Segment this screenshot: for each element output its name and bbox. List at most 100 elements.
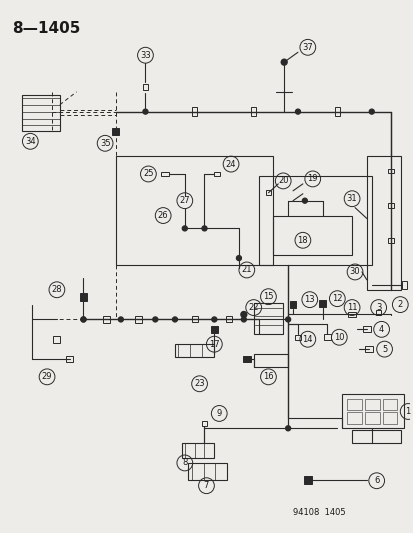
- Bar: [253, 354, 287, 367]
- Bar: [387, 238, 394, 243]
- Circle shape: [295, 109, 300, 114]
- Bar: [382, 399, 396, 410]
- Text: 14: 14: [302, 335, 312, 344]
- Bar: [364, 346, 372, 352]
- Bar: [387, 203, 394, 208]
- Bar: [210, 326, 217, 333]
- Text: 11: 11: [346, 303, 356, 312]
- Text: 15: 15: [263, 292, 273, 301]
- Text: 7: 7: [203, 481, 209, 490]
- Circle shape: [240, 311, 246, 318]
- Text: 16: 16: [263, 373, 273, 381]
- Bar: [142, 84, 148, 90]
- Bar: [242, 356, 250, 362]
- Text: 8—1405: 8—1405: [12, 21, 81, 36]
- Text: 37: 37: [302, 43, 312, 52]
- Bar: [347, 312, 355, 317]
- Bar: [323, 334, 331, 340]
- Bar: [253, 303, 282, 334]
- Bar: [364, 413, 379, 424]
- Bar: [382, 413, 396, 424]
- Bar: [364, 399, 379, 410]
- Bar: [375, 310, 380, 315]
- Circle shape: [368, 109, 373, 114]
- Bar: [251, 107, 256, 116]
- Text: 13: 13: [304, 295, 314, 304]
- Text: 9: 9: [216, 409, 221, 418]
- Bar: [225, 317, 231, 322]
- Bar: [258, 176, 371, 265]
- Bar: [347, 413, 361, 424]
- Text: 35: 35: [100, 139, 110, 148]
- Bar: [342, 394, 403, 429]
- Circle shape: [81, 317, 86, 322]
- Text: 1: 1: [405, 407, 410, 416]
- Text: 29: 29: [42, 373, 52, 381]
- Text: 17: 17: [209, 340, 219, 349]
- Bar: [214, 172, 220, 176]
- Circle shape: [241, 317, 246, 322]
- Bar: [265, 190, 271, 195]
- Text: 5: 5: [381, 345, 386, 353]
- Bar: [135, 316, 142, 323]
- Bar: [289, 301, 296, 308]
- Text: 30: 30: [349, 268, 359, 277]
- Text: 22: 22: [248, 303, 258, 312]
- Text: 26: 26: [157, 211, 168, 220]
- Bar: [22, 95, 60, 132]
- Bar: [175, 344, 214, 357]
- Bar: [387, 168, 394, 173]
- Text: 8: 8: [182, 458, 187, 467]
- Text: 10: 10: [333, 333, 344, 342]
- Bar: [366, 156, 400, 290]
- Text: 28: 28: [52, 285, 62, 294]
- Text: 25: 25: [143, 169, 153, 179]
- Circle shape: [280, 59, 287, 65]
- Bar: [181, 443, 214, 458]
- Text: 27: 27: [179, 196, 190, 205]
- Circle shape: [236, 256, 241, 261]
- Text: 2: 2: [397, 300, 402, 309]
- Bar: [161, 172, 169, 176]
- Circle shape: [81, 317, 86, 322]
- Text: 19: 19: [307, 174, 317, 183]
- Bar: [192, 107, 197, 116]
- Text: 34: 34: [25, 137, 36, 146]
- Text: 21: 21: [241, 265, 252, 274]
- Bar: [102, 316, 109, 323]
- Bar: [362, 326, 370, 332]
- Bar: [66, 356, 73, 362]
- Circle shape: [202, 226, 206, 231]
- Text: 4: 4: [378, 325, 383, 334]
- Bar: [334, 107, 339, 116]
- Text: 20: 20: [277, 176, 288, 185]
- Bar: [318, 300, 325, 307]
- Text: 23: 23: [194, 379, 204, 388]
- Bar: [188, 463, 227, 480]
- Bar: [351, 430, 400, 443]
- Bar: [273, 215, 351, 255]
- Text: 3: 3: [375, 303, 380, 312]
- Bar: [191, 317, 197, 322]
- Circle shape: [211, 317, 216, 322]
- Bar: [201, 421, 207, 426]
- Bar: [79, 293, 87, 301]
- Circle shape: [152, 317, 157, 322]
- Text: 94108  1405: 94108 1405: [292, 508, 345, 518]
- Circle shape: [285, 317, 290, 322]
- Bar: [347, 399, 361, 410]
- Text: 6: 6: [373, 477, 378, 485]
- Text: 33: 33: [140, 51, 150, 60]
- Circle shape: [142, 109, 147, 114]
- Bar: [401, 281, 406, 289]
- Circle shape: [182, 226, 187, 231]
- Text: 18: 18: [297, 236, 307, 245]
- Bar: [112, 128, 119, 135]
- Text: 24: 24: [225, 159, 236, 168]
- Text: 31: 31: [346, 194, 356, 203]
- Circle shape: [285, 426, 290, 431]
- Text: 12: 12: [331, 294, 342, 303]
- Circle shape: [172, 317, 177, 322]
- Bar: [294, 335, 301, 340]
- Bar: [303, 476, 311, 484]
